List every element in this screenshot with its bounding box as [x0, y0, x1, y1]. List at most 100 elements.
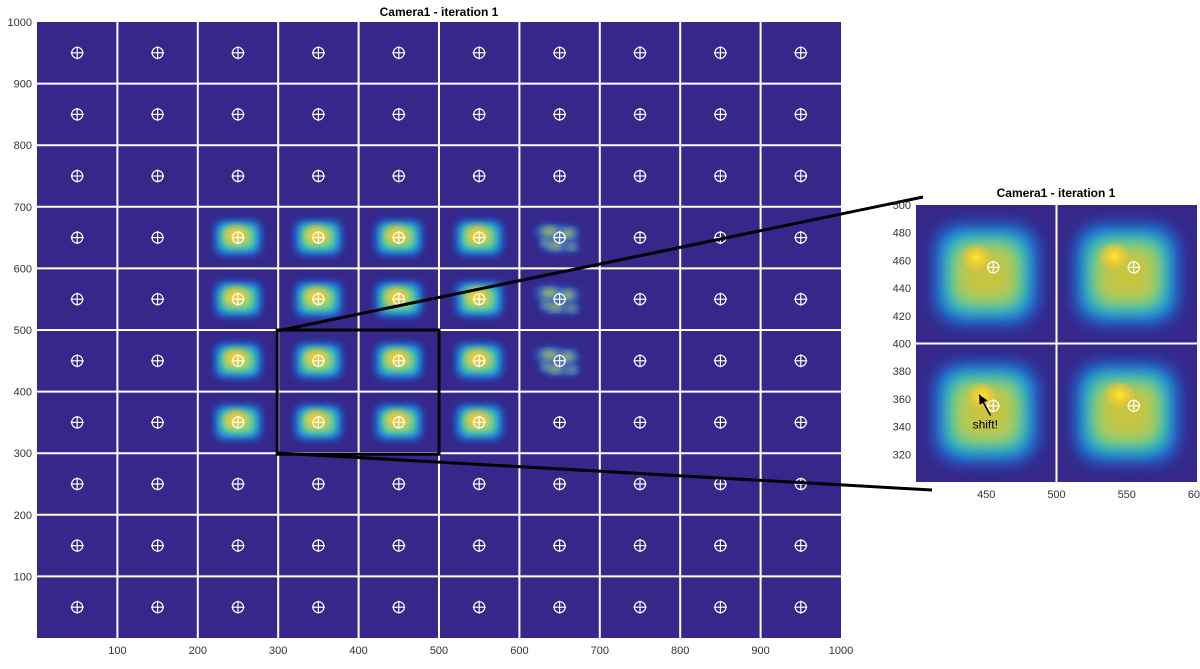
main-y-tick-label: 700: [14, 202, 32, 214]
zoom-y-tick-label: 400: [893, 339, 911, 351]
main-marker: [151, 292, 165, 306]
main-marker: [633, 107, 647, 121]
main-marker: [311, 477, 325, 491]
main-title: Camera1 - iteration 1: [380, 5, 499, 19]
zoom-y-tick-label: 460: [893, 255, 911, 267]
zoom-y-tick-label: 360: [893, 394, 911, 406]
main-marker: [553, 539, 567, 553]
main-marker: [794, 169, 808, 183]
main-marker: [553, 292, 567, 306]
main-x-tick-label: 400: [349, 645, 367, 657]
main-y-tick-label: 1000: [8, 17, 32, 29]
main-marker: [633, 539, 647, 553]
zoom-grid-lines: [916, 205, 1197, 482]
main-marker: [311, 107, 325, 121]
main-marker: [231, 107, 245, 121]
main-y-tick-label: 600: [14, 263, 32, 275]
main-marker: [553, 231, 567, 245]
main-marker: [151, 107, 165, 121]
main-marker: [553, 600, 567, 614]
main-marker: [392, 415, 406, 429]
main-y-axis-ticks: 100 200 300 400 500 600 700 800 900 1000: [8, 17, 32, 583]
main-y-tick-label: 400: [14, 387, 32, 399]
main-marker: [311, 169, 325, 183]
main-plot: Camera1 - iteration 1 100 200 300 400 500 600…: [8, 5, 854, 657]
main-x-tick-label: 300: [269, 645, 287, 657]
zoom-x-tick-label: 550: [1118, 489, 1136, 501]
connector-top: [276, 195, 924, 333]
main-marker: [231, 354, 245, 368]
main-marker: [713, 415, 727, 429]
main-marker: [633, 477, 647, 491]
main-marker: [70, 600, 84, 614]
main-marker: [311, 46, 325, 60]
main-marker: [472, 539, 486, 553]
zoom-marker: [986, 399, 1000, 413]
main-marker: [794, 539, 808, 553]
main-marker: [713, 46, 727, 60]
main-marker: [713, 292, 727, 306]
main-marker-layer: [70, 46, 808, 614]
main-x-tick-label: 500: [430, 645, 448, 657]
zoom-y-tick-label: 340: [893, 422, 911, 434]
zoom-y-tick-label: 440: [893, 283, 911, 295]
zoom-blob: [936, 226, 1037, 323]
main-marker: [633, 415, 647, 429]
main-marker: [472, 292, 486, 306]
connector-bottom: [276, 451, 933, 492]
main-marker: [392, 477, 406, 491]
main-marker: [311, 415, 325, 429]
main-marker: [553, 354, 567, 368]
main-marker: [472, 415, 486, 429]
main-marker: [392, 46, 406, 60]
main-marker: [231, 539, 245, 553]
main-marker: [633, 600, 647, 614]
zoom-y-tick-label: 500: [893, 200, 911, 212]
main-marker: [70, 231, 84, 245]
main-x-tick-label: 600: [510, 645, 528, 657]
zoom-marker-layer: [986, 260, 1141, 413]
main-marker: [311, 292, 325, 306]
main-marker: [633, 169, 647, 183]
main-marker: [553, 169, 567, 183]
zoom-x-tick-label: 600: [1188, 489, 1200, 501]
shift-annotation-label: shift!: [973, 418, 998, 432]
main-marker: [151, 46, 165, 60]
main-marker: [472, 477, 486, 491]
main-marker: [231, 292, 245, 306]
zoom-x-tick-label: 500: [1047, 489, 1065, 501]
zoom-blob: [1076, 364, 1177, 461]
main-marker: [392, 539, 406, 553]
main-marker: [231, 46, 245, 60]
zoom-x-axis-ticks: 450 500 550 600: [977, 489, 1200, 501]
zoom-y-tick-label: 420: [893, 311, 911, 323]
main-marker: [311, 231, 325, 245]
main-x-tick-label: 700: [591, 645, 609, 657]
main-y-tick-label: 200: [14, 510, 32, 522]
zoom-y-axis-ticks: 320 340 360 380 400 420 440 460 480 500: [893, 200, 911, 461]
zoom-connector-lines: [276, 195, 933, 492]
zoom-x-tick-label: 450: [977, 489, 995, 501]
main-y-tick-label: 300: [14, 448, 32, 460]
main-marker: [70, 539, 84, 553]
main-marker: [151, 477, 165, 491]
main-marker: [151, 600, 165, 614]
main-marker: [151, 169, 165, 183]
zoom-region-box: [275, 328, 441, 456]
main-marker: [231, 477, 245, 491]
zoom-plot: Camera1 - iteration 1 450 500 550 600 320 34…: [893, 186, 1200, 501]
main-marker: [713, 600, 727, 614]
zoom-blob: [1076, 226, 1177, 323]
zoom-blob: [936, 364, 1037, 461]
main-marker: [231, 415, 245, 429]
main-marker: [70, 46, 84, 60]
main-marker: [472, 107, 486, 121]
main-marker: [392, 107, 406, 121]
main-marker: [392, 231, 406, 245]
main-marker: [633, 46, 647, 60]
main-marker: [794, 415, 808, 429]
zoom-y-tick-label: 380: [893, 366, 911, 378]
main-marker: [713, 354, 727, 368]
main-marker: [633, 231, 647, 245]
